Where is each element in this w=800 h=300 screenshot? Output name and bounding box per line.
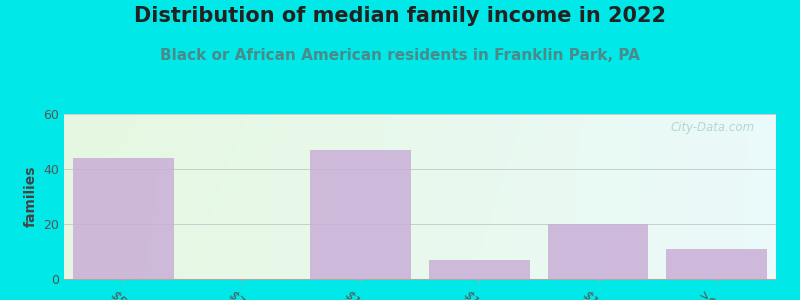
Bar	[429, 260, 530, 279]
Y-axis label: families: families	[24, 166, 38, 227]
Text: City-Data.com: City-Data.com	[670, 121, 754, 134]
Bar	[310, 150, 411, 279]
Text: Distribution of median family income in 2022: Distribution of median family income in …	[134, 6, 666, 26]
Bar	[73, 158, 174, 279]
Text: Black or African American residents in Franklin Park, PA: Black or African American residents in F…	[160, 48, 640, 63]
Bar	[666, 249, 767, 279]
Bar	[547, 224, 649, 279]
